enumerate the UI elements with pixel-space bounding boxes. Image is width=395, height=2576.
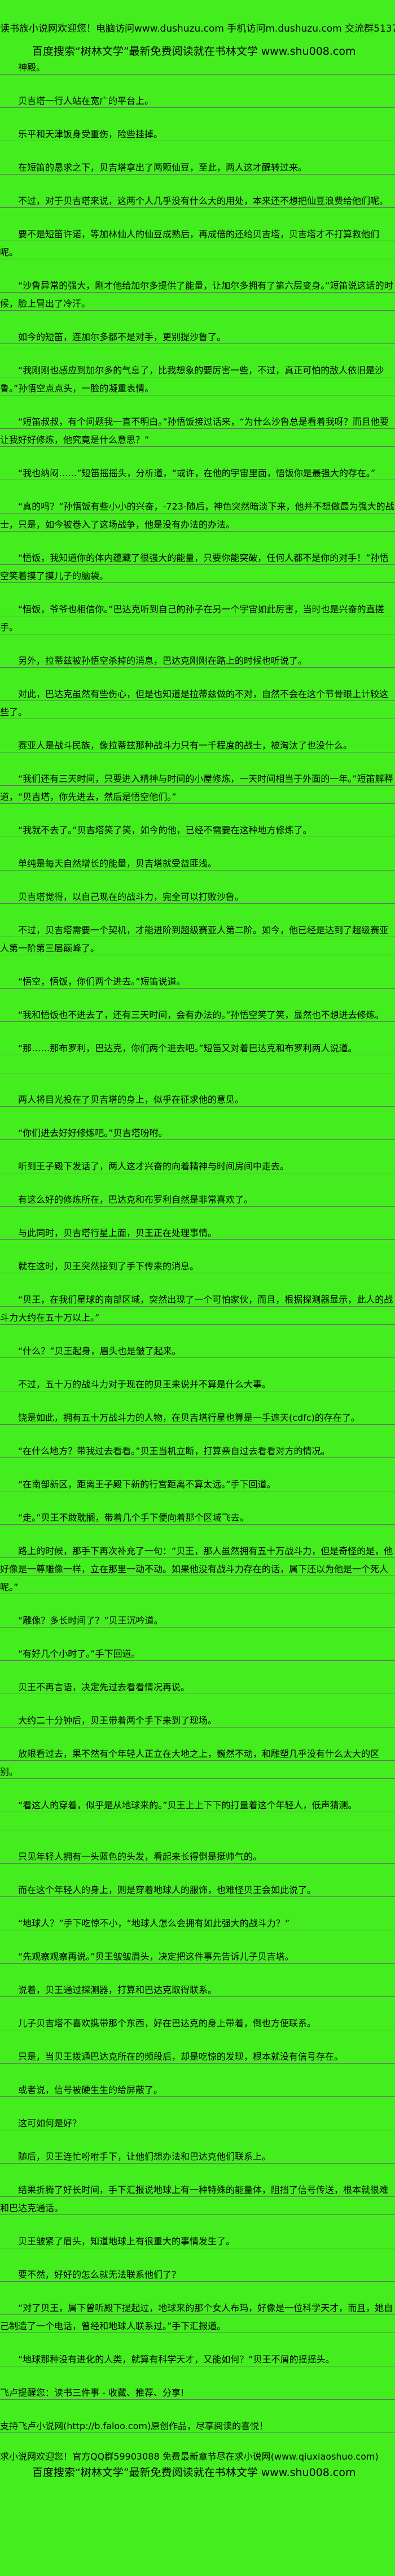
novel-paragraph: “我刚刚也感应到加尔多的气息了，比我想象的要厉害一些，不过，真正可怕的敌人依旧是… <box>0 362 395 398</box>
novel-paragraph: 只是，当贝王拨通巴达克所在的频段后，却是吃惊的发现，根本就没有信号存在。 <box>0 2048 395 2066</box>
novel-paragraph: 要不是短笛许诺，等加林仙人的仙豆成熟后，再成倍的还给贝吉塔，贝吉塔才不打算救他们… <box>0 225 395 262</box>
novel-paragraph: 不过，五十万的战斗力对于现在的贝王来说并不算是什么大事。 <box>0 1376 395 1394</box>
novel-paragraph: 就在这时，贝王突然接到了手下传来的消息。 <box>0 1257 395 1276</box>
novel-paragraph: 只见年轻人拥有一头蓝色的头发，看起来长得倒是挺帅气的。 <box>0 1848 395 1866</box>
novel-paragraph: 饶是如此，拥有五十万战斗力的人物，在贝吉塔行星也算是一手遮天(cdfc)的存在了… <box>0 1409 395 1427</box>
novel-paragraph: “你们进去好好修炼吧。”贝吉塔吩咐。 <box>0 1124 395 1142</box>
novel-paragraph: 结果折腾了好长时间，手下汇报说地球上有一种特殊的能量体，阻挡了信号传送，根本就很… <box>0 2181 395 2217</box>
promo-banner-top: 百度搜索“树林文学”最新免费阅读就在书林文学 www.shu008.com <box>32 45 356 58</box>
novel-paragraph: “走。”贝王不敢耽搁，带着几个手下便向着那个区域飞去。 <box>0 1509 395 1527</box>
novel-paragraph: 随后，贝王连忙吩咐手下，让他们想办法和巴达克他们联系上。 <box>0 2148 395 2166</box>
novel-paragraph: 要不然，好好的怎么就无法联系他们了？ <box>0 2266 395 2284</box>
novel-paragraph: “我们还有三天时间，只要进入精神与时间的小屋修炼，一天时间相当于外面的一年。”短… <box>0 770 395 806</box>
novel-paragraph: “悟空，悟饭，你们两个进去。”短笛说道。 <box>0 973 395 991</box>
promo-banner-bottom: 百度搜索“树林文学”最新免费阅读就在书林文学 www.shu008.com <box>32 2466 356 2479</box>
novel-paragraph: 大约二十分钟后，贝王带着两个手下来到了现场。 <box>0 1712 395 1730</box>
novel-paragraph: 如今的短笛，连加尔多都不是对手，更别提沙鲁了。 <box>0 328 395 346</box>
novel-paragraph: “在南部新区，距离王子殿下新的行宫距离不算太远。”手下回道。 <box>0 1476 395 1494</box>
novel-paragraph: 贝吉塔觉得，以自己现在的战斗力，完全可以打败沙鲁。 <box>0 888 395 906</box>
novel-paragraph: “短笛叔叔，有个问题我一直不明白。”孙悟饭接过话来，“为什么沙鲁总是看着我呀？而… <box>0 413 395 449</box>
novel-paragraph: “看这人的穿着，似乎是从地球来的。”贝王上上下下的打量着这个年轻人，低声猜测。 <box>0 1796 395 1833</box>
novel-paragraph: “地球人？”手下吃惊不小，“地球人怎么会拥有如此强大的战斗力？” <box>0 1914 395 1933</box>
novel-paragraph: “沙鲁异常的强大，刚才他给加尔多提供了能量，让加尔多拥有了第六层变身。”短笛说这… <box>0 277 395 313</box>
novel-paragraph: 与此同时，贝吉塔行星上面，贝王正在处理事情。 <box>0 1224 395 1242</box>
chapter-text: 神殿。贝吉塔一行人站在宽广的平台上。 乐平和天津饭身受重伤，险些挂掉。 在短笛的恳求… <box>0 59 395 2369</box>
novel-paragraph: “对了贝王，属下曾听殿下提起过，地球来的那个女人布玛，好像是一位科学天才，而且，… <box>0 2299 395 2335</box>
qiuxiaoshuo-banner: 求小说网欢迎您！官方QQ群59903088 免费最新章节尽在求小说网(www.q… <box>0 2451 379 2462</box>
novel-paragraph: “我就不去了。”贝吉塔笑了笑，如今的他，已经不需要在这种地方修炼了。 <box>0 821 395 839</box>
novel-paragraph: “我也纳闷……”短笛摇摇头，分析道，“或许，在他的宇宙里面，悟饭你是最强大的存在… <box>0 464 395 482</box>
novel-paragraph: “地球那种没有进化的人类，就算有科学天才，又能如何？”贝王不屑的摇摇头。 <box>0 2351 395 2369</box>
novel-paragraph: “有好几个小时了。”手下回道。 <box>0 1645 395 1663</box>
novel-paragraph: 在短笛的恳求之下，贝吉塔拿出了两颗仙豆，至此，两人这才醒转过来。 <box>0 159 395 177</box>
novel-paragraph: “真的吗？”孙悟饭有些小小的兴奋，-723-随后，神色突然暗淡下来，他并不想做最… <box>0 498 395 534</box>
reading-area: 读书族小说网欢迎您！电脑访问www.dushuzu.com 手机访问m.dush… <box>0 23 395 2479</box>
novel-paragraph: 有这么好的修炼所在，巴达克和布罗利自然是非常喜欢了。 <box>0 1191 395 1209</box>
novel-paragraph: “先观察观察再说。”贝王皱皱眉头，决定把这件事先告诉儿子贝吉塔。 <box>0 1948 395 1966</box>
novel-paragraph: “那……那布罗利，巴达克，你们两个进去吧。”短笛又对着巴达克和布罗利两人说道。 <box>0 1039 395 1076</box>
novel-paragraph: “悟饭，我知道你的体内蕴藏了很强大的能量，只要你能突破，任何人都不是你的对手！”… <box>0 549 395 585</box>
novel-paragraph: 两人将目光投在了贝吉塔的身上，似乎在征求他的意见。 <box>0 1091 395 1109</box>
novel-paragraph: 单纯是每天自然增长的能量，贝吉塔就受益匪浅。 <box>0 855 395 873</box>
novel-paragraph: 或者说，信号被硬生生的给屏蔽了。 <box>0 2081 395 2099</box>
novel-paragraph: 儿子贝吉塔不喜欢携带那个东西，好在巴达克的身上带着，倒也方便联系。 <box>0 2014 395 2033</box>
faloo-reading-reminder: 飞卢提醒您：读书三件事 - 收藏、推荐、分享! <box>0 2384 395 2402</box>
novel-paragraph: 乐平和天津饭身受重伤，险些挂掉。 <box>0 125 395 143</box>
novel-paragraph: 不过，对于贝吉塔来说，这两个人几乎没有什么大的用处，本来还不想把仙豆浪费给他们呢… <box>0 192 395 210</box>
novel-paragraph: “在什么地方？带我过去看看。”贝王当机立断，打算亲自过去看看对方的情况。 <box>0 1442 395 1460</box>
novel-paragraph: 路上的时候，那手下再次补充了一句：“贝王，那人虽然拥有五十万战斗力，但是奇怪的是… <box>0 1542 395 1596</box>
novel-paragraph: “我和悟饭也不进去了，还有三天时间，会有办法的。”孙悟空笑了笑，显然也不想进去修… <box>0 1006 395 1024</box>
novel-paragraph: 说着，贝王通过探测器，打算和巴达克取得联系。 <box>0 1981 395 1999</box>
novel-paragraph: 神殿。 <box>0 59 395 77</box>
novel-paragraph: 而在这个年轻人的身上，则是穿着地球人的服饰，也难怪贝王会如此说了。 <box>0 1881 395 1899</box>
novel-paragraph: 贝吉塔一行人站在宽广的平台上。 <box>0 92 395 110</box>
novel-paragraph: 听到王子殿下发话了，两人这才兴奋的向着精神与时间房间中走去。 <box>0 1158 395 1176</box>
novel-paragraph: 不过，贝吉塔需要一个契机，才能进阶到超级赛亚人第二阶。如今，他已经是达到了超级赛… <box>0 921 395 958</box>
faloo-support-line: 支持飞卢小说网(http://b.faloo.com)原创作品，尽享阅读的喜悦！ <box>0 2417 395 2435</box>
novel-paragraph: 对此，巴达克虽然有些伤心，但是也知道是拉蒂兹做的不对，自然不会在这个节骨眼上计较… <box>0 685 395 721</box>
novel-paragraph: 贝王不再言语，决定先过去看看情况再说。 <box>0 1678 395 1696</box>
site-welcome-banner: 读书族小说网欢迎您！电脑访问www.dushuzu.com 手机访问m.dush… <box>0 23 395 34</box>
novel-reader-page: { "page": { "background_color": "#44ee1e… <box>0 23 395 2576</box>
novel-paragraph: “悟饭，爷爷也相信你。”巴达克听到自己的孙子在另一个宇宙如此厉害，当时也是兴奋的… <box>0 601 395 637</box>
novel-paragraph: “什么？”贝王起身，眉头也是皱了起来。 <box>0 1342 395 1360</box>
novel-paragraph: 另外，拉蒂兹被孙悟空杀掉的消息，巴达克刚刚在路上的时候也听说了。 <box>0 652 395 670</box>
novel-paragraph: “贝王，在我们星球的南部区域，突然出现了一个可怕家伙，而且，根据探测器显示，此人… <box>0 1291 395 1327</box>
novel-paragraph: “雕像？多长时间了？”贝王沉吟道。 <box>0 1612 395 1630</box>
novel-paragraph: 贝王皱紧了眉头，知道地球上有很重大的事情发生了。 <box>0 2233 395 2251</box>
novel-paragraph: 放眼看过去，果不然有个年轻人正立在大地之上，巍然不动，和雕塑几乎没有什么太大的区… <box>0 1745 395 1781</box>
novel-paragraph: 赛亚人是战斗民族，像拉蒂兹那种战斗力只有一千程度的战士，被淘汰了也没什么。 <box>0 737 395 755</box>
novel-paragraph: 这可如何是好？ <box>0 2114 395 2133</box>
